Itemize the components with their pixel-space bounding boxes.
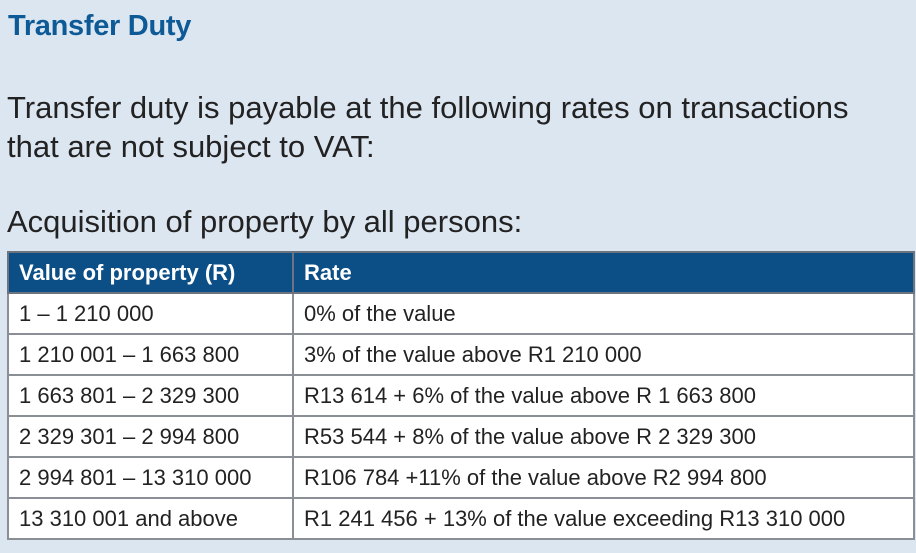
column-header-value: Value of property (R) [7,251,294,294]
value-cell: 13 310 001 and above [7,497,294,540]
intro-paragraph: Transfer duty is payable at the followin… [7,90,849,164]
rate-cell: R1 241 456 + 13% of the value exceeding … [292,497,915,540]
rate-cell: 3% of the value above R1 210 000 [292,333,915,376]
table-row: 13 310 001 and above R1 241 456 + 13% of… [7,497,915,540]
column-header-rate: Rate [292,251,915,294]
table-caption: Acquisition of property by all persons: [7,204,523,239]
table-row: 1 210 001 – 1 663 800 3% of the value ab… [7,333,915,376]
table-header-row: Value of property (R) Rate [7,251,915,294]
table-row: 1 – 1 210 000 0% of the value [7,292,915,335]
rate-cell: R13 614 + 6% of the value above R 1 663 … [292,374,915,417]
value-cell: 2 329 301 – 2 994 800 [7,415,294,458]
value-cell: 2 994 801 – 13 310 000 [7,456,294,499]
rate-cell: R106 784 +11% of the value above R2 994 … [292,456,915,499]
transfer-duty-table: Value of property (R) Rate 1 – 1 210 000… [7,251,915,540]
page-title: Transfer Duty [8,10,192,42]
table-row: 2 329 301 – 2 994 800 R53 544 + 8% of th… [7,415,915,458]
rate-cell: 0% of the value [292,292,915,335]
table-row: 2 994 801 – 13 310 000 R106 784 +11% of … [7,456,915,499]
rate-cell: R53 544 + 8% of the value above R 2 329 … [292,415,915,458]
value-cell: 1 210 001 – 1 663 800 [7,333,294,376]
value-cell: 1 – 1 210 000 [7,292,294,335]
table-row: 1 663 801 – 2 329 300 R13 614 + 6% of th… [7,374,915,417]
value-cell: 1 663 801 – 2 329 300 [7,374,294,417]
